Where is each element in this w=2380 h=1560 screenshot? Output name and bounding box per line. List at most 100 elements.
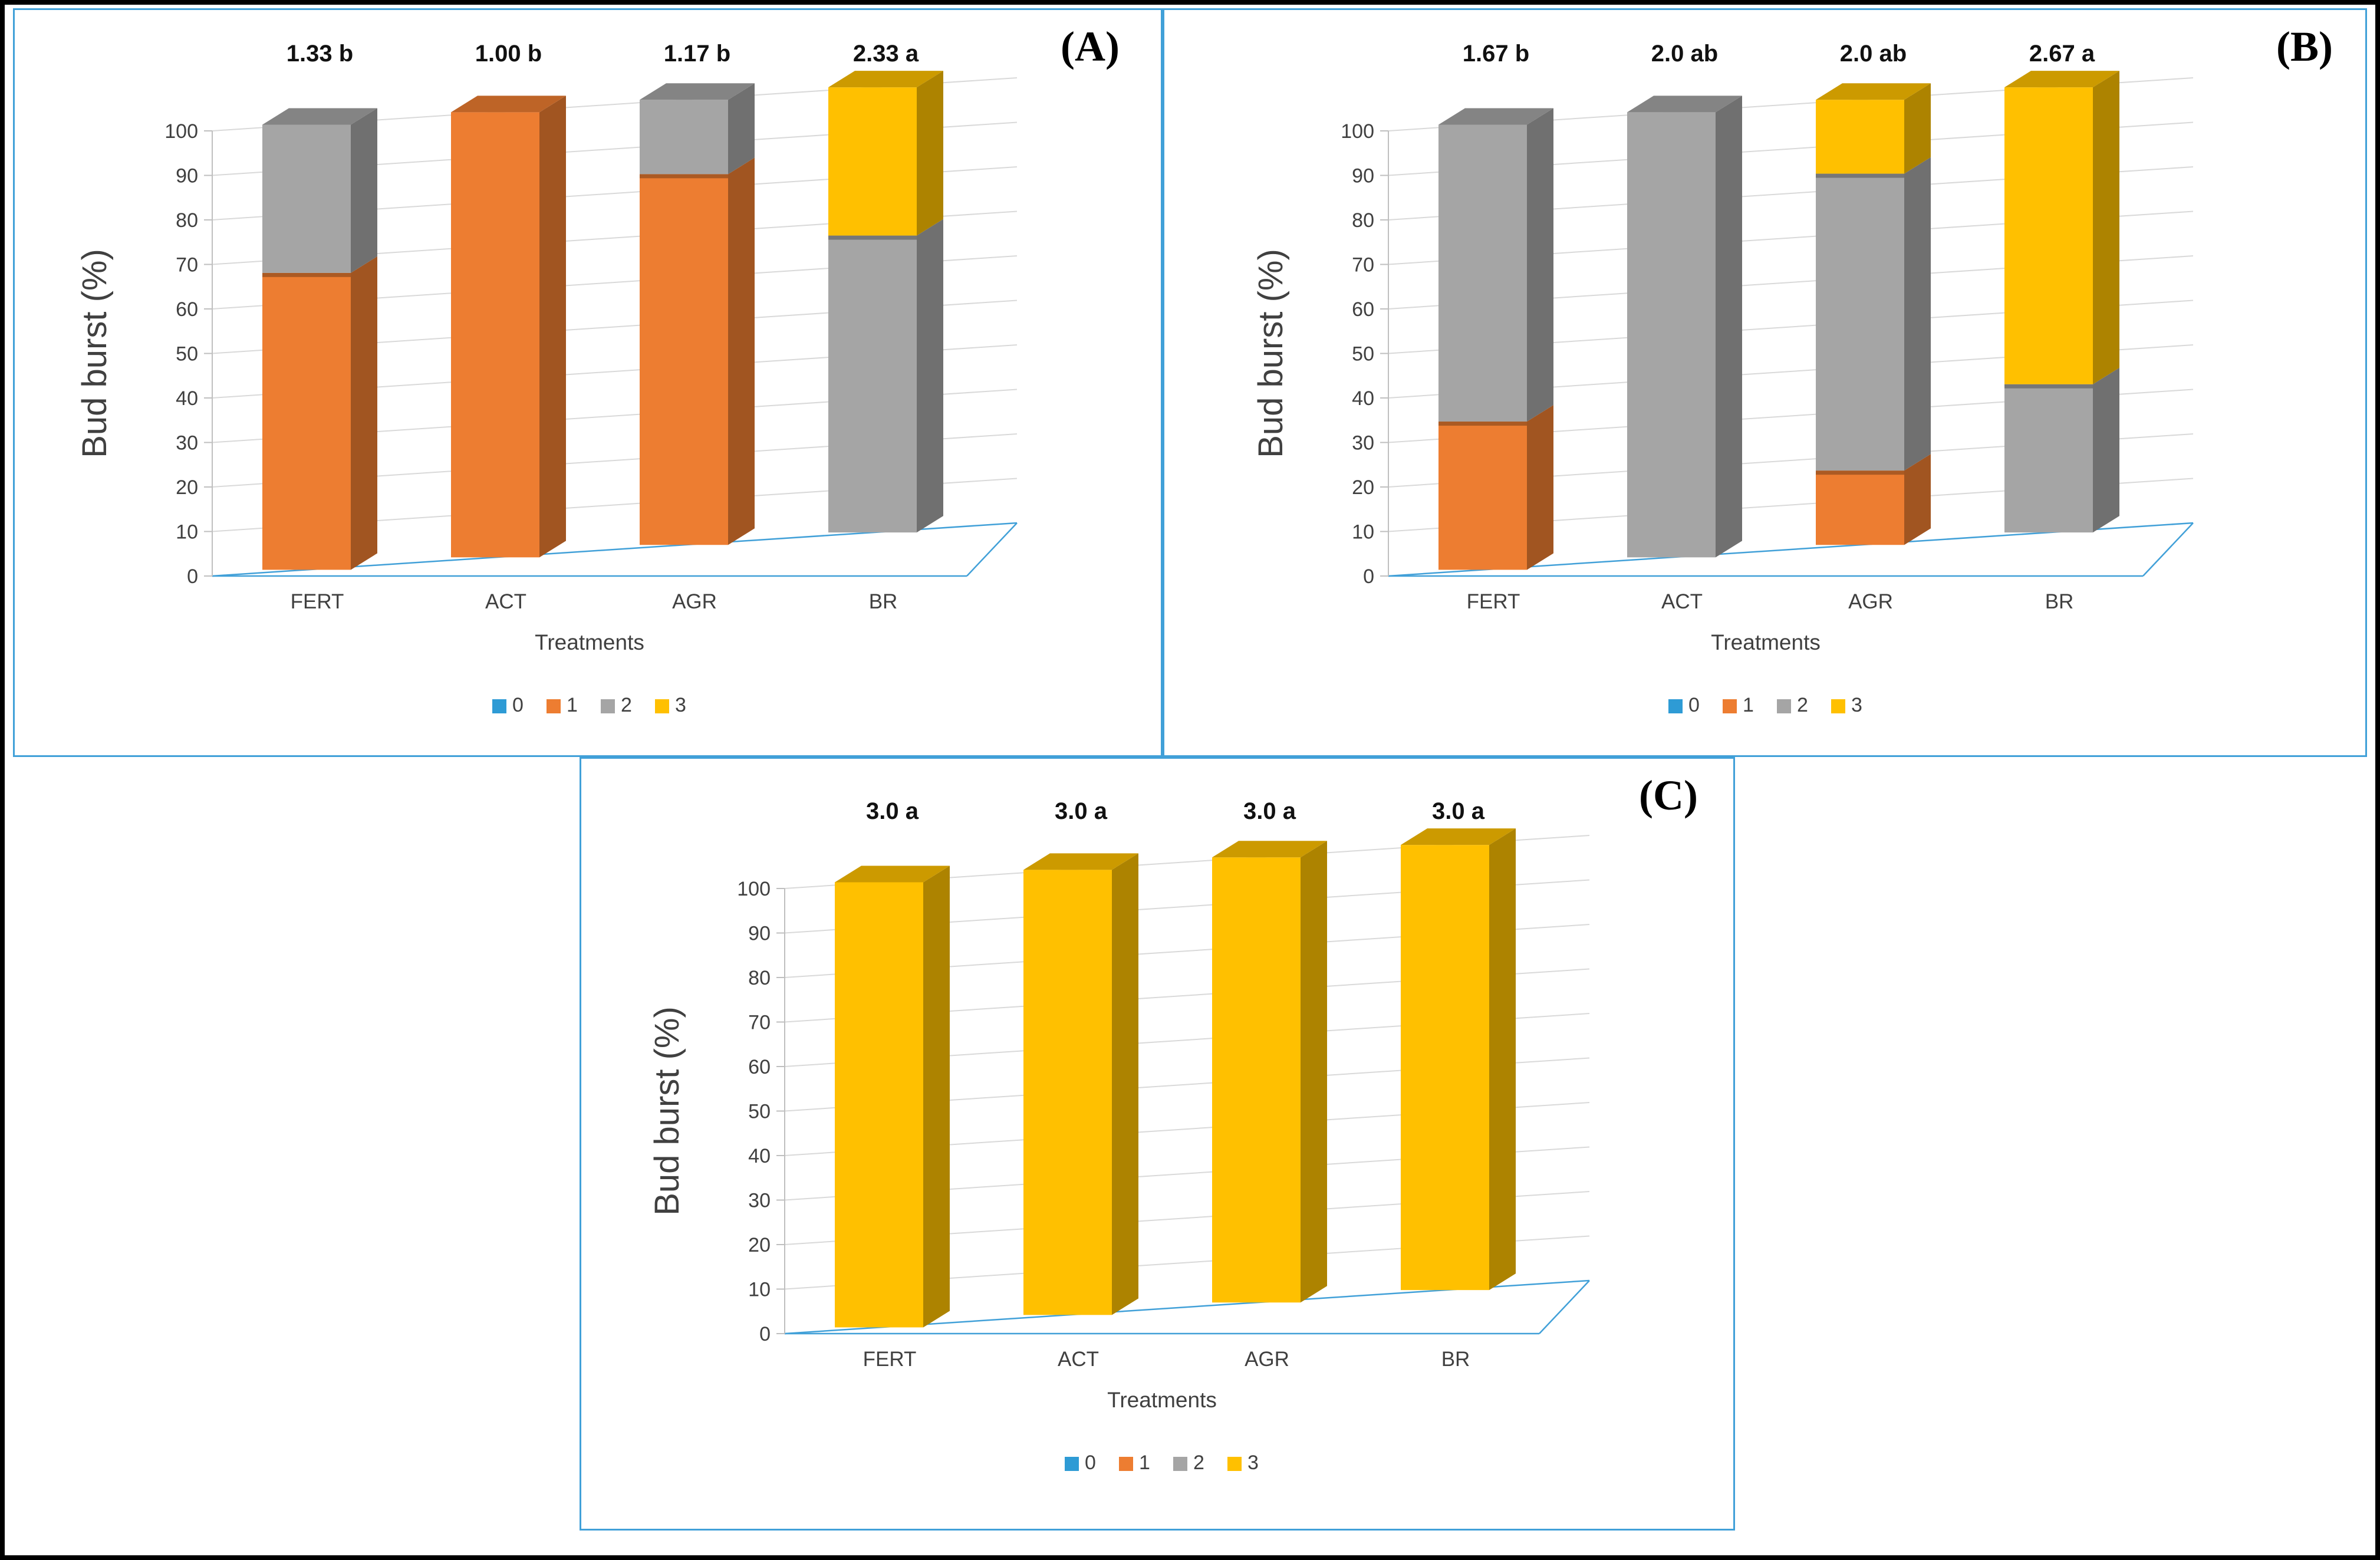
legend-label: 0 bbox=[1085, 1452, 1096, 1474]
x-category-label: FERT bbox=[863, 1348, 917, 1371]
y-tick-label: 30 bbox=[176, 432, 198, 455]
chart-C: 0 10 20 30 40 50 60 70 80 90 100 Bud burst (%) FERT 3… bbox=[596, 771, 1716, 1508]
x-category-label: FERT bbox=[291, 590, 344, 613]
x-axis-title: Treatments bbox=[1711, 630, 1821, 654]
legend-swatch bbox=[1119, 1457, 1133, 1471]
bar-segment-top bbox=[1816, 83, 1931, 100]
y-tick-label: 0 bbox=[1363, 565, 1374, 588]
bar-segment-side bbox=[351, 108, 377, 273]
y-tick-label: 70 bbox=[176, 254, 198, 277]
y-tick-label: 100 bbox=[737, 878, 771, 900]
bar-value-label: 3.0 a bbox=[866, 798, 919, 824]
bar-value-label: 2.0 ab bbox=[1840, 41, 1907, 67]
bar-segment bbox=[1438, 422, 1527, 570]
bar-segment-top bbox=[451, 96, 566, 113]
legend-label: 1 bbox=[1743, 694, 1754, 716]
bar-value-label: 2.0 ab bbox=[1651, 41, 1718, 67]
legend-swatch bbox=[1065, 1457, 1079, 1471]
bar-segment-top bbox=[1401, 828, 1516, 845]
panel-A: 0 10 20 30 40 50 60 70 80 90 100 Bud burst (%) FERT 1… bbox=[13, 8, 1163, 757]
y-tick-label: 90 bbox=[176, 165, 198, 187]
legend-label: 2 bbox=[1193, 1452, 1204, 1474]
x-category-label: FERT bbox=[1467, 590, 1520, 613]
bar-segment-side bbox=[923, 865, 950, 1328]
bar-segment-side bbox=[1489, 828, 1516, 1291]
y-tick-label: 20 bbox=[176, 476, 198, 499]
bar-value-label: 1.17 b bbox=[664, 41, 730, 67]
legend-swatch bbox=[1227, 1457, 1242, 1471]
x-category-label: BR bbox=[2045, 590, 2074, 613]
bar-segment-edge bbox=[1816, 470, 1904, 475]
bar-segment bbox=[1816, 173, 1904, 471]
y-tick-label: 20 bbox=[1352, 476, 1374, 499]
bar-segment-top bbox=[1438, 108, 1553, 125]
bar-segment bbox=[1212, 857, 1301, 1303]
bar-segment-side bbox=[917, 219, 943, 533]
legend-swatch bbox=[492, 699, 506, 713]
y-tick-label: 60 bbox=[1352, 298, 1374, 321]
y-tick-label: 100 bbox=[1341, 120, 1374, 143]
legend-label: 0 bbox=[1688, 694, 1700, 716]
legend-swatch bbox=[1723, 699, 1737, 713]
y-tick-label: 50 bbox=[1352, 343, 1374, 366]
y-tick-label: 60 bbox=[176, 298, 198, 321]
legend-swatch bbox=[1173, 1457, 1187, 1471]
bar-segment bbox=[1816, 470, 1904, 545]
bar-segment-edge bbox=[1816, 173, 1904, 178]
y-tick-label: 30 bbox=[1352, 432, 1374, 455]
legend-swatch bbox=[547, 699, 561, 713]
y-tick-label: 100 bbox=[164, 120, 198, 143]
y-tick-label: 90 bbox=[1352, 165, 1374, 187]
y-tick-label: 10 bbox=[1352, 521, 1374, 544]
legend-label: 3 bbox=[1851, 694, 1862, 716]
y-tick-label: 30 bbox=[748, 1190, 771, 1212]
y-tick-label: 0 bbox=[187, 565, 198, 588]
bar-segment bbox=[262, 272, 351, 570]
floor-right-edge bbox=[966, 522, 1018, 577]
chart-B: 0 10 20 30 40 50 60 70 80 90 100 Bud burst (%) FERT 1… bbox=[1200, 13, 2320, 750]
bar-segment-top bbox=[1627, 96, 1742, 113]
bar-segment bbox=[1023, 870, 1112, 1315]
x-category-label: AGR bbox=[1848, 590, 1893, 613]
x-category-label: ACT bbox=[1661, 590, 1703, 613]
panel-C-letter: (C) bbox=[1639, 772, 1698, 819]
y-tick-label: 80 bbox=[176, 209, 198, 232]
x-category-label: BR bbox=[869, 590, 898, 613]
legend-label: 3 bbox=[675, 694, 686, 716]
bar-segment-top bbox=[828, 71, 943, 88]
bar-value-label: 1.67 b bbox=[1463, 41, 1529, 67]
bar-segment-side bbox=[1301, 841, 1327, 1303]
y-tick-label: 40 bbox=[176, 387, 198, 410]
panel-A-letter: (A) bbox=[1061, 23, 1120, 70]
bar-segment-side bbox=[917, 71, 943, 236]
bar-segment-side bbox=[1904, 83, 1931, 174]
y-tick-label: 50 bbox=[748, 1101, 771, 1123]
bar-value-label: 2.67 a bbox=[2029, 41, 2095, 67]
y-tick-label: 90 bbox=[748, 923, 771, 945]
legend-swatch bbox=[655, 699, 669, 713]
bar-segment-side bbox=[1527, 405, 1553, 570]
y-axis-title: Bud burst (%) bbox=[648, 1006, 686, 1216]
bar-segment-side bbox=[351, 256, 377, 570]
bar-segment-top bbox=[640, 83, 755, 100]
panel-C: 0 10 20 30 40 50 60 70 80 90 100 Bud burst (%) FERT 3… bbox=[580, 757, 1735, 1531]
legend-swatch bbox=[601, 699, 615, 713]
bar-segment-side bbox=[728, 83, 755, 175]
y-tick-label: 80 bbox=[1352, 209, 1374, 232]
bar-segment-top bbox=[1023, 853, 1138, 870]
bar-segment bbox=[2004, 87, 2093, 384]
bar-segment bbox=[2004, 384, 2093, 533]
bar-segment-side bbox=[2093, 367, 2119, 533]
bar-segment-side bbox=[1716, 96, 1742, 558]
bar-segment-top bbox=[835, 865, 950, 883]
bar-value-label: 3.0 a bbox=[1243, 798, 1296, 824]
legend-label: 0 bbox=[512, 694, 524, 716]
bar-value-label: 3.0 a bbox=[1432, 798, 1485, 824]
floor-right-edge bbox=[1539, 1280, 1590, 1334]
bar-value-label: 1.33 b bbox=[287, 41, 353, 67]
x-category-label: ACT bbox=[1058, 1348, 1099, 1371]
bar-segment-top bbox=[1212, 841, 1327, 858]
y-tick-label: 50 bbox=[176, 343, 198, 366]
